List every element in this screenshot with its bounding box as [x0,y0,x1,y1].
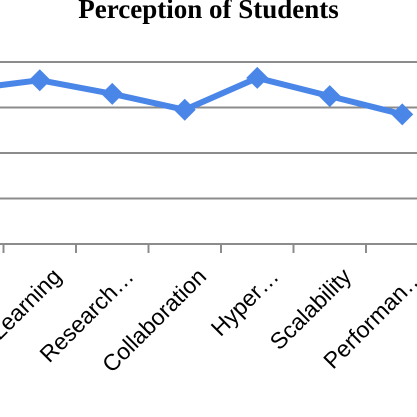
series-line [0,74,403,118]
series-layer [0,66,414,126]
data-point-marker [318,85,341,108]
gridlines [0,61,417,200]
data-point-marker [173,98,196,121]
chart-title: Perception of Students [78,0,339,24]
data-point-marker [246,66,269,89]
x-axis [0,243,417,253]
data-point-marker [101,82,124,105]
x-tick-labels: …sLearningResearch…CollaborationHyper…Sc… [0,263,417,378]
data-point-marker [28,69,51,92]
data-point-marker [391,103,414,126]
